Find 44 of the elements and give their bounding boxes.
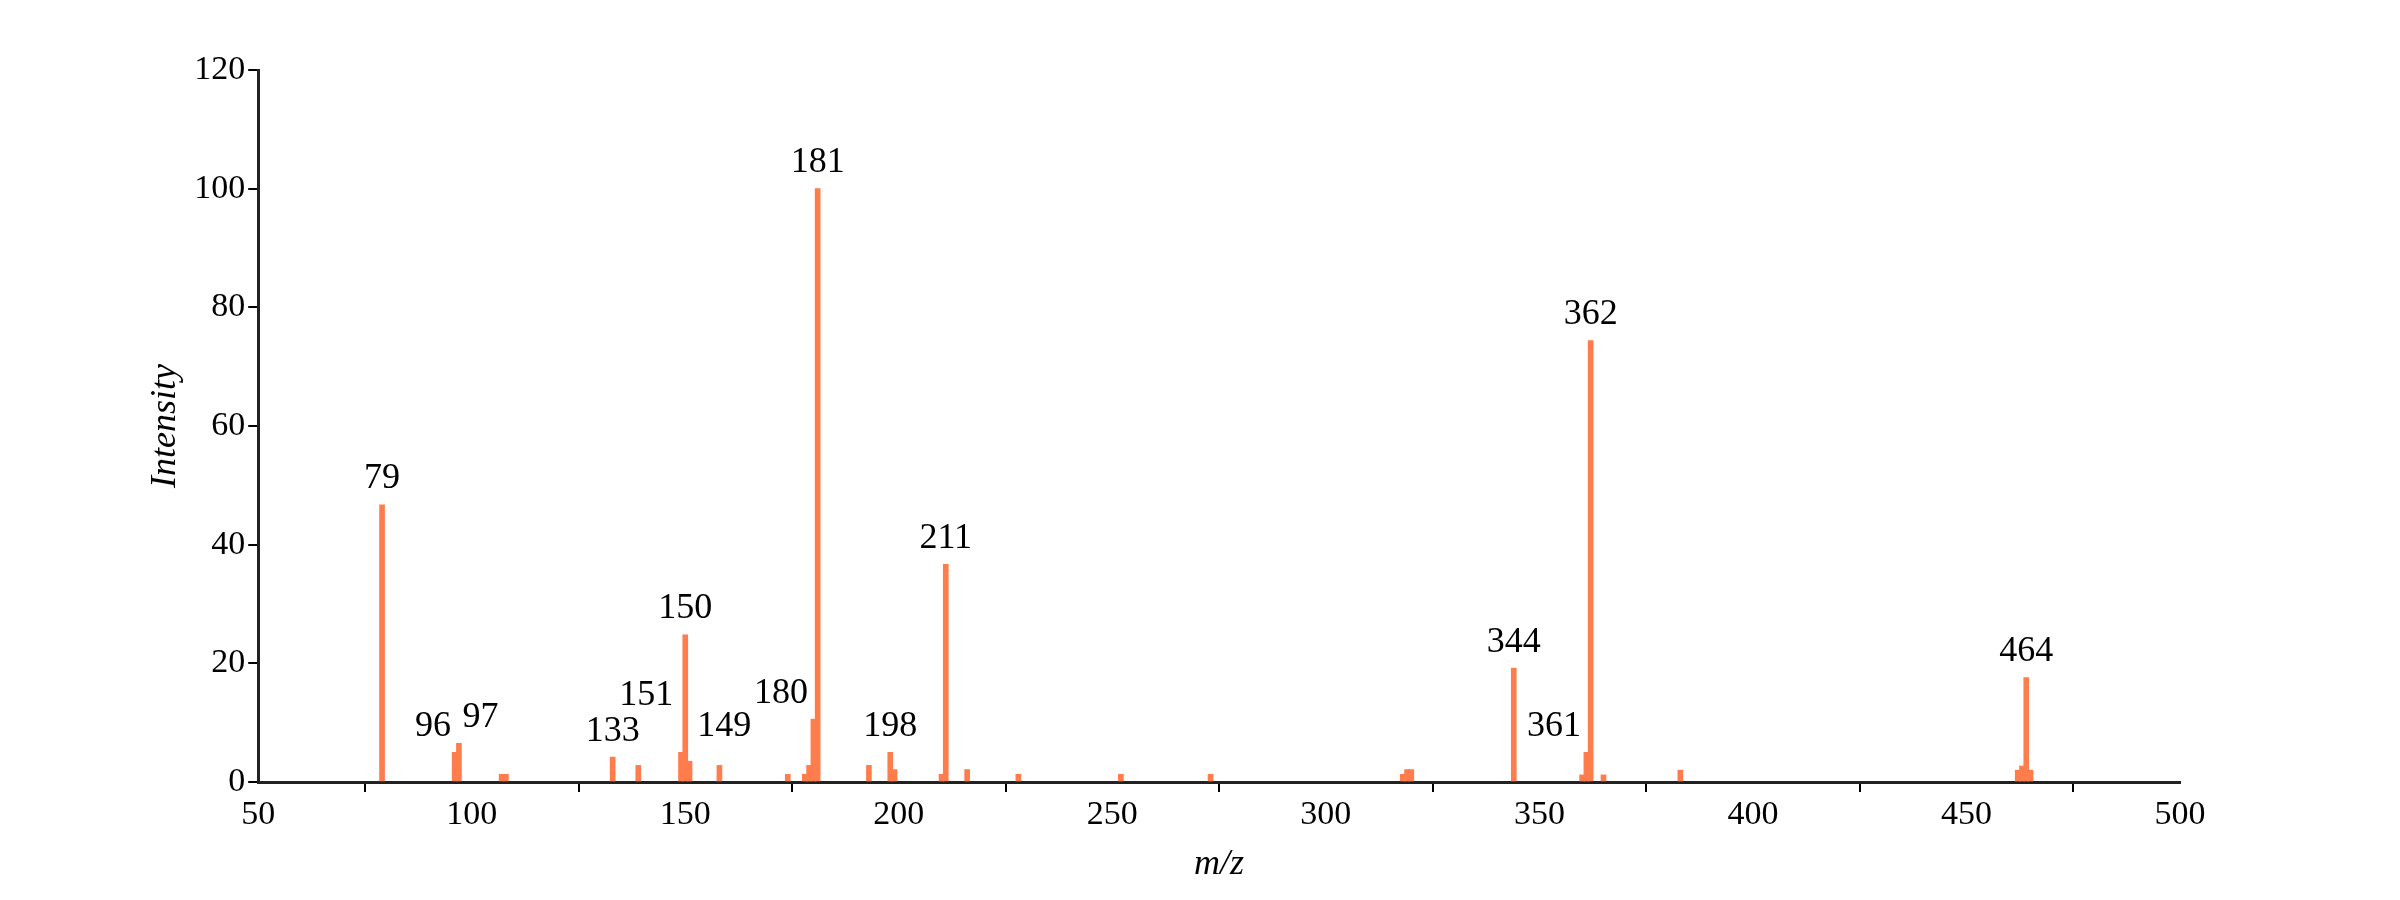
annotation: 79 — [364, 456, 401, 497]
bar — [682, 634, 689, 782]
bar — [456, 743, 462, 782]
annotation: 211 — [919, 515, 973, 556]
y-axis-title: Intensity — [143, 364, 184, 489]
annotation: 362 — [1563, 292, 1618, 333]
y-tick-label: 60 — [211, 404, 246, 442]
bar — [887, 752, 894, 782]
annotation: 344 — [1486, 619, 1541, 660]
bar — [379, 504, 385, 782]
annotation: 464 — [1999, 629, 2054, 670]
x-tick-label: 200 — [873, 794, 925, 832]
y-tick-label: 80 — [211, 286, 246, 324]
annotation: 149 — [697, 703, 752, 744]
annotation: 198 — [863, 703, 918, 744]
x-tick-label: 100 — [446, 794, 498, 832]
bar — [784, 773, 791, 782]
bar — [2023, 677, 2030, 782]
x-tick-label: 500 — [2154, 794, 2206, 832]
x-tick-label: 250 — [1086, 794, 1138, 832]
y-tick-label: 40 — [211, 523, 246, 561]
bar — [1118, 773, 1124, 782]
bar — [1510, 667, 1517, 782]
annotation: 96 — [415, 703, 452, 744]
bar — [503, 773, 509, 782]
y-tick-label: 100 — [194, 167, 246, 205]
annotation: 180 — [753, 670, 808, 711]
x-tick-label: 300 — [1300, 794, 1352, 832]
y-tick-label: 120 — [194, 48, 246, 86]
x-tick-label: 400 — [1727, 794, 1779, 832]
y-tick-label: 20 — [211, 642, 246, 680]
x-tick-label: 450 — [1940, 794, 1992, 832]
annotation: 361 — [1526, 703, 1581, 744]
bar — [942, 563, 949, 782]
annotation: 97 — [462, 694, 499, 735]
x-tick-label: 350 — [1513, 794, 1565, 832]
annotation: 150 — [658, 586, 713, 627]
bar — [866, 765, 872, 782]
bar — [635, 765, 642, 782]
x-axis-title: m/z — [1194, 841, 1245, 882]
annotation: 181 — [790, 140, 845, 181]
bar — [964, 769, 970, 782]
bar — [1408, 769, 1415, 782]
x-tick-label: 150 — [659, 794, 711, 832]
